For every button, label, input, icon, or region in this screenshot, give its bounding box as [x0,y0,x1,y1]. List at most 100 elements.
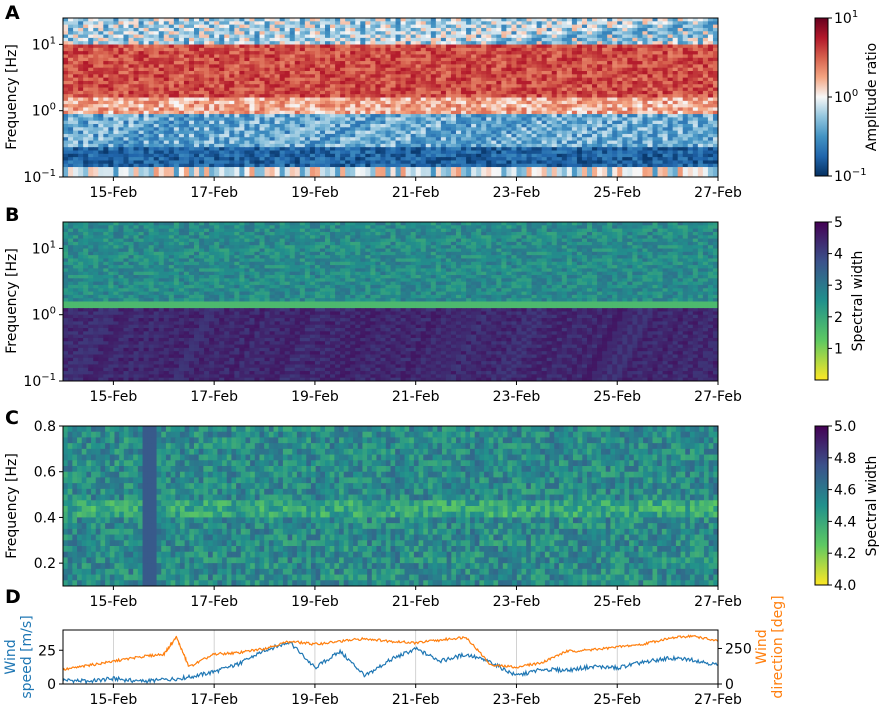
heatmap-cell [551,34,558,39]
heatmap-cell [390,41,397,46]
heatmap-cell [204,80,210,85]
heatmap-cell [687,31,694,36]
heatmap-cell [541,54,548,59]
heatmap-cell [214,94,220,99]
heatmap-cell [93,104,99,109]
heatmap-cell [204,37,210,42]
heatmap-cell [108,133,114,138]
heatmap-cell [450,110,457,115]
heatmap-cell [536,87,543,92]
heatmap-cell [566,64,573,69]
heatmap-cell [445,27,452,32]
heatmap-cell [637,97,644,102]
heatmap-cell [314,57,321,62]
heatmap-cell [63,84,69,89]
heatmap-cell [501,114,507,118]
heatmap-cell [340,47,346,52]
heatmap-cell [259,37,266,42]
heatmap-cell [148,90,155,95]
heatmap-cell [461,44,467,49]
heatmap-cell [380,117,387,122]
heatmap-cell [284,133,291,138]
heatmap-cell [340,71,346,75]
heatmap-cell [682,54,689,59]
heatmap-cell [68,117,74,122]
heatmap-cell [370,90,376,95]
heatmap-cell [410,37,417,42]
heatmap-cell [697,97,704,102]
heatmap-cell [627,140,633,145]
heatmap-cell [445,104,452,109]
heatmap-cell [224,64,230,69]
heatmap-cell [571,74,578,79]
heatmap-cell [496,54,502,59]
heatmap-cell [153,90,160,95]
heatmap-cell [289,114,296,118]
heatmap-cell [461,67,467,72]
heatmap-cell [491,31,497,36]
heatmap-cell [83,117,89,122]
heatmap-cell [123,130,130,135]
heatmap-cell [188,54,195,59]
heatmap-cell [526,64,533,69]
heatmap-cell [702,44,709,49]
heatmap-cell [385,77,392,82]
heatmap-cell [138,107,145,112]
heatmap-cell [319,41,326,46]
heatmap-cell [173,27,180,32]
heatmap-cell [229,18,235,22]
heatmap-cell [153,18,160,22]
heatmap-cell [128,47,135,52]
heatmap-cell [158,24,165,29]
heatmap-cell [314,34,321,39]
heatmap-cell [445,90,452,95]
heatmap-cell [345,140,351,145]
heatmap-cell [269,67,276,72]
heatmap-cell [617,94,623,99]
heatmap-cell [707,74,714,79]
heatmap-cell [183,61,190,65]
heatmap-cell [551,51,558,56]
heatmap-cell [173,37,180,42]
heatmap-cell [566,54,573,59]
heatmap-cell [133,57,140,62]
heatmap-cell [617,47,623,52]
heatmap-cell [158,37,165,42]
heatmap-cell [244,97,251,102]
heatmap-cell [68,21,74,26]
heatmap-cell [445,18,452,22]
heatmap-cell [98,18,104,22]
heatmap-cell [576,61,583,65]
heatmap-cell [73,47,79,52]
heatmap-cell [103,133,109,138]
heatmap-cell [501,64,507,69]
heatmap-cell [269,51,276,56]
heatmap-cell [345,41,351,46]
heatmap-cell [622,140,628,145]
heatmap-cell [672,54,679,59]
heatmap-cell [662,51,669,56]
heatmap-cell [188,84,195,89]
heatmap-cell [597,114,603,118]
heatmap-cell [299,44,306,49]
heatmap-cell [78,97,84,102]
heatmap-cell [450,61,457,65]
heatmap-cell [496,24,502,29]
heatmap-cell [400,41,407,46]
heatmap-cell [133,127,140,132]
heatmap-cell [239,47,245,52]
heatmap-cell [496,37,502,42]
heatmap-cell [450,47,457,52]
heatmap-cell [561,107,568,112]
heatmap-cell [707,120,714,125]
heatmap-cell [143,51,150,56]
heatmap-cell [592,64,598,69]
heatmap-cell [667,110,674,115]
heatmap-cell [330,117,336,122]
heatmap-cell [183,67,190,72]
heatmap-cell [319,71,326,75]
heatmap-cell [491,77,497,82]
heatmap-cell [254,24,261,29]
heatmap-cell [576,94,583,99]
heatmap-cell [113,74,120,79]
